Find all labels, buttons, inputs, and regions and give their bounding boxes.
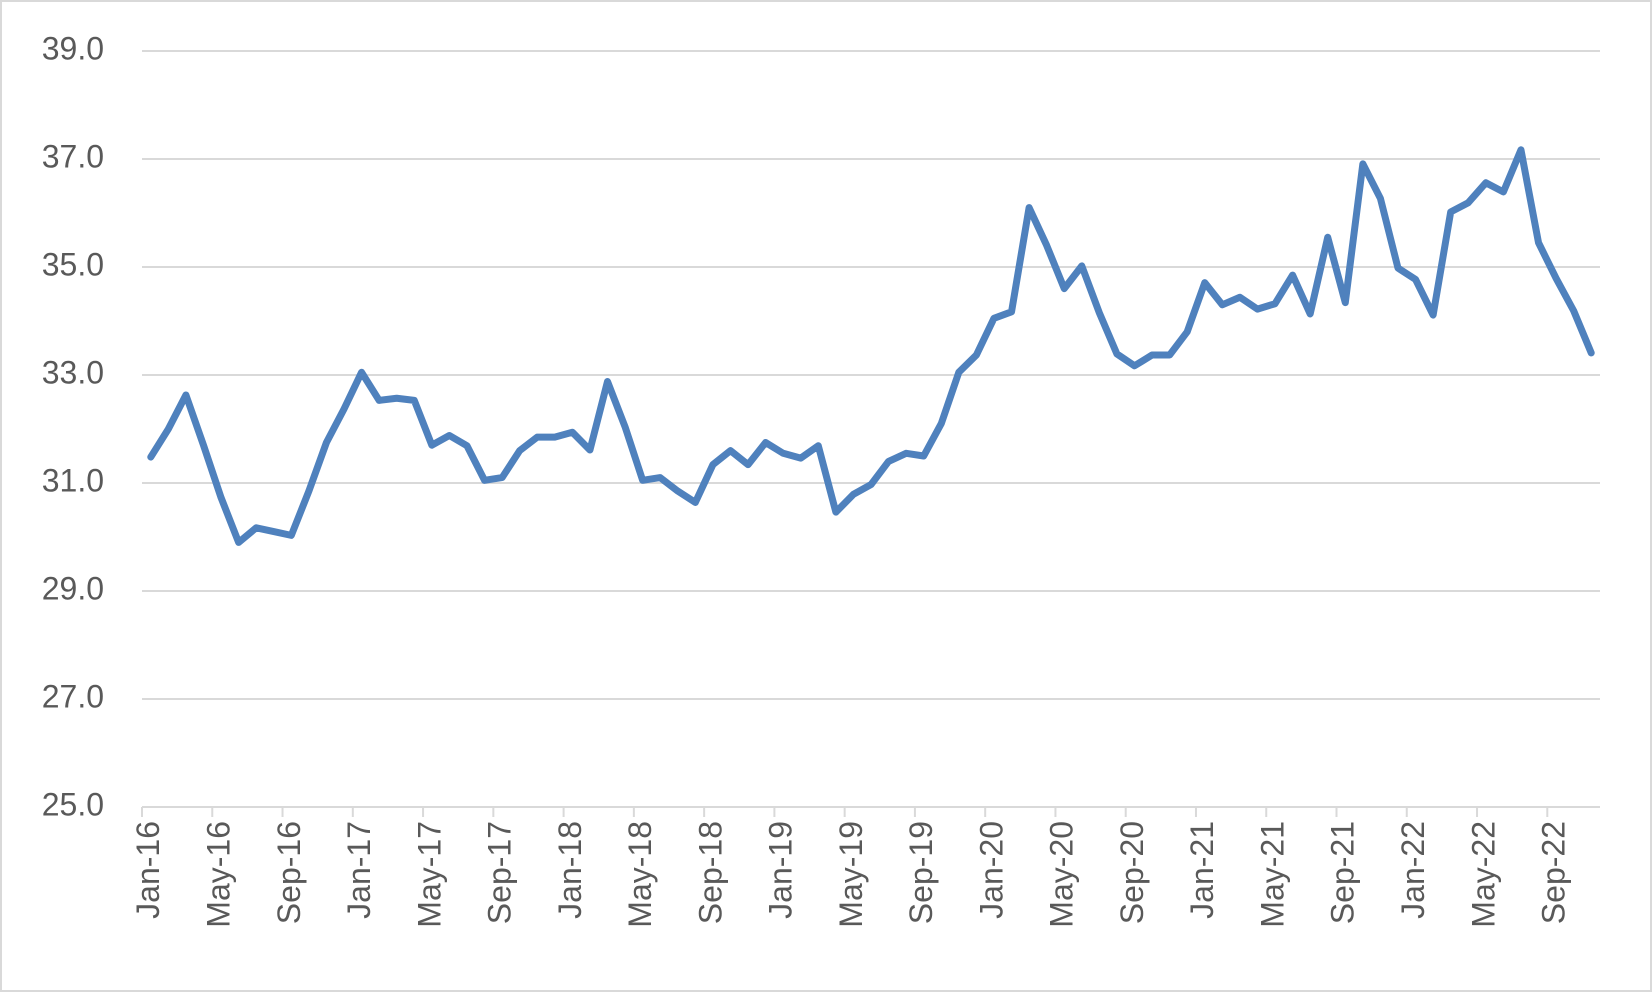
x-tick-label: Sep-20 <box>1114 821 1150 924</box>
y-tick-label: 37.0 <box>42 138 104 174</box>
x-tick-label: Sep-22 <box>1536 821 1572 924</box>
y-tick-label: 29.0 <box>42 570 104 606</box>
x-tick-label: Jan-18 <box>552 821 588 919</box>
x-tick-label: Sep-19 <box>903 821 939 924</box>
y-tick-label: 39.0 <box>42 30 104 66</box>
x-tick-label: Jan-17 <box>341 821 377 919</box>
x-tick-label: Jan-21 <box>1184 821 1220 919</box>
x-tick-label: May-22 <box>1465 821 1501 928</box>
line-series <box>147 146 1595 546</box>
x-tick-label: May-16 <box>201 821 237 928</box>
y-tick-label: 27.0 <box>42 678 104 714</box>
x-tick-label: Jan-20 <box>973 821 1009 919</box>
y-tick-label: 35.0 <box>42 246 104 282</box>
x-tick-label: May-21 <box>1254 821 1290 928</box>
x-tick-label: May-17 <box>411 821 447 928</box>
x-tick-label: Sep-21 <box>1325 821 1361 924</box>
y-tick-label: 33.0 <box>42 354 104 390</box>
x-tick-label: Jan-19 <box>763 821 799 919</box>
x-tick-label: Sep-17 <box>482 821 518 924</box>
x-tick-label: May-19 <box>833 821 869 928</box>
x-tick-label: Sep-16 <box>271 821 307 924</box>
x-tick-label: May-18 <box>622 821 658 928</box>
x-tick-label: Jan-22 <box>1395 821 1431 919</box>
y-tick-label: 25.0 <box>42 786 104 822</box>
x-tick-label: May-20 <box>1044 821 1080 928</box>
x-tick-label: Sep-18 <box>692 821 728 924</box>
x-tick-label: Jan-16 <box>130 821 166 919</box>
y-tick-label: 31.0 <box>42 462 104 498</box>
